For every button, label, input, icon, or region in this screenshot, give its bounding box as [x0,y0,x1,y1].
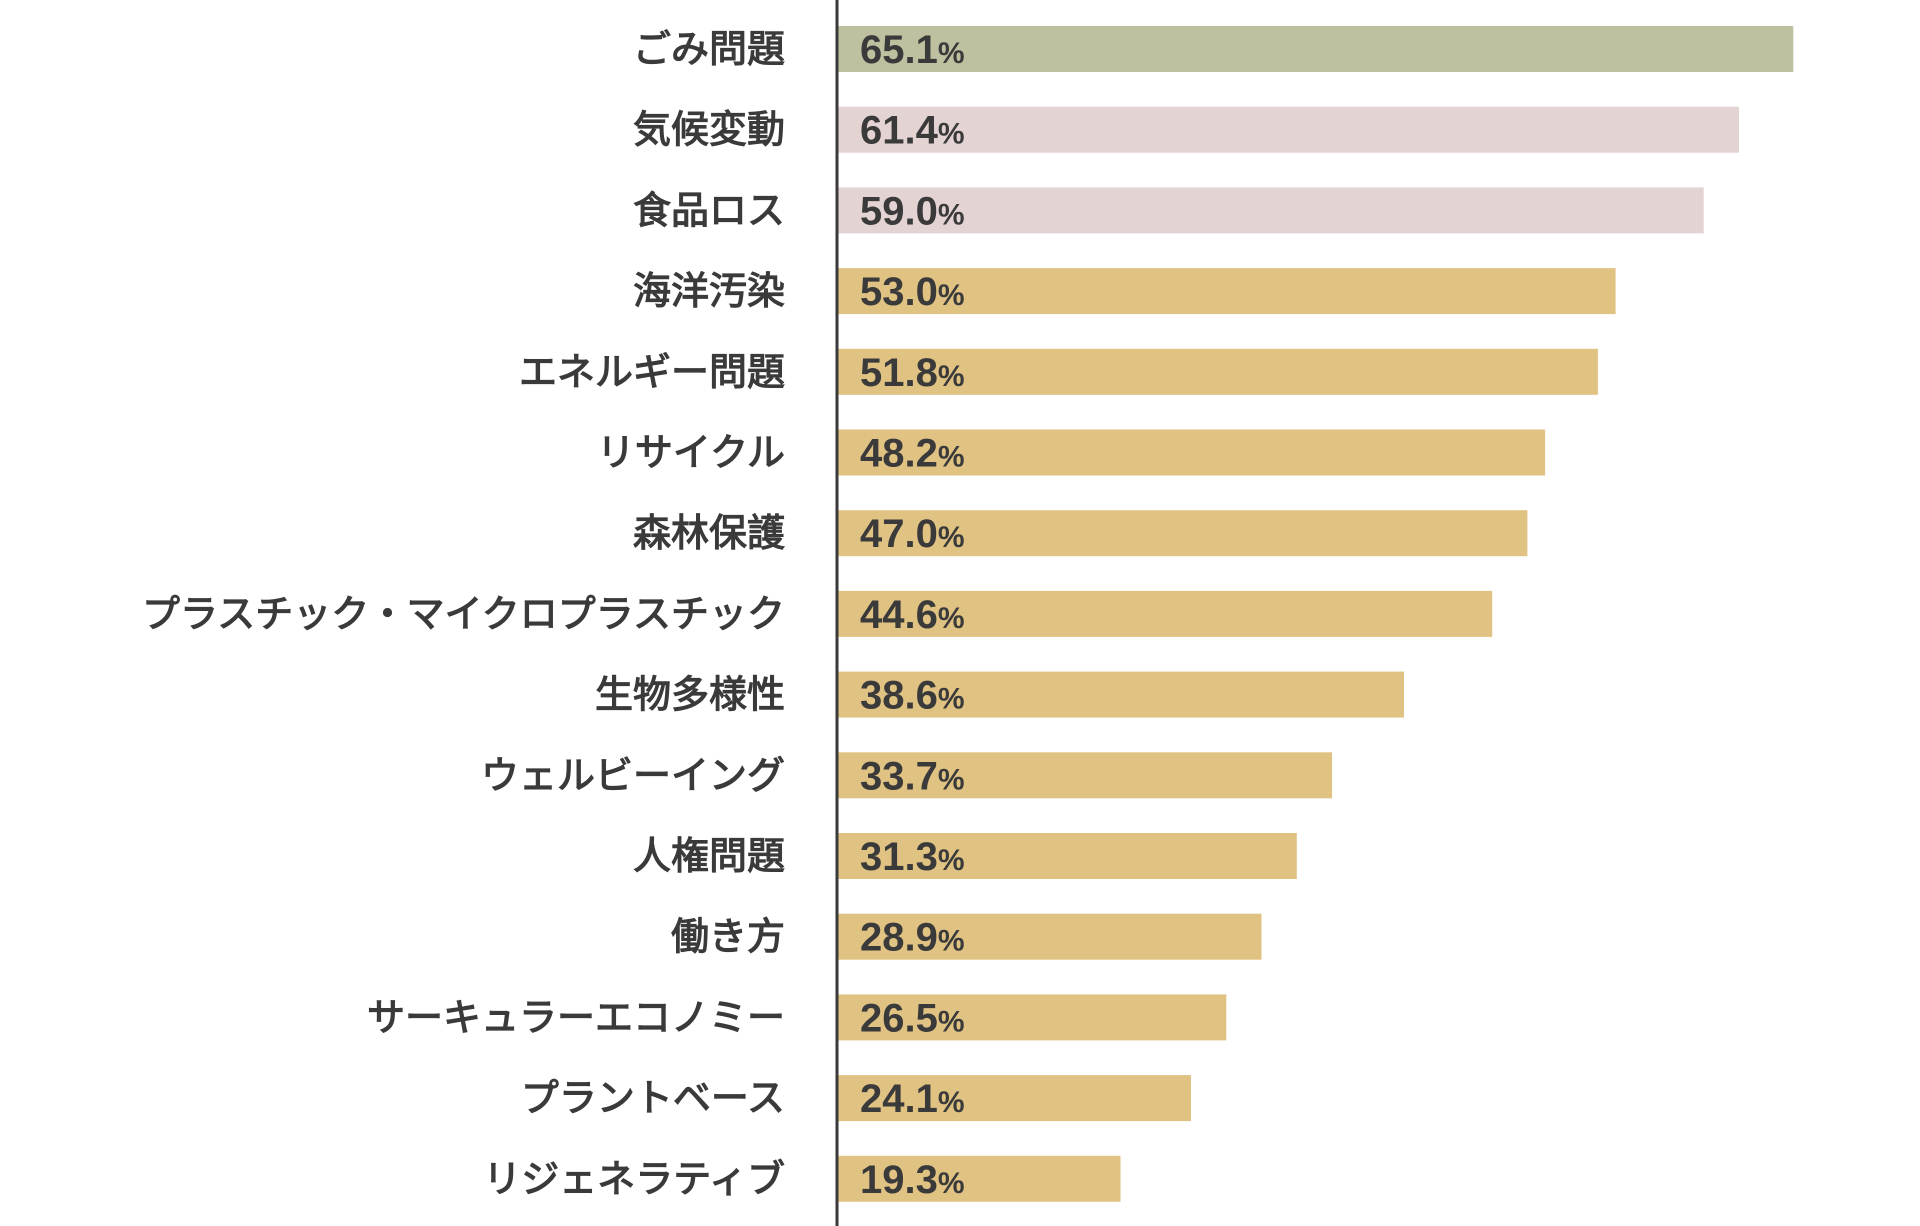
value-unit: % [938,1167,965,1200]
value-label: 38.6% [860,674,965,718]
value-label: 61.4% [860,109,965,153]
bar [837,994,1227,1041]
bar [837,590,1493,637]
value-number: 33.7 [860,754,938,798]
bar [837,348,1598,395]
value-unit: % [938,763,965,796]
value-unit: % [938,925,965,958]
value-number: 51.8 [860,351,938,395]
value-unit: % [938,37,965,70]
bars-group [837,26,1794,1202]
value-unit: % [938,1005,965,1038]
bar [837,1075,1191,1122]
category-label: 働き方 [671,915,785,959]
bar [837,187,1704,234]
category-label: エネルギー問題 [519,350,785,394]
value-number: 65.1 [860,28,938,72]
value-label: 44.6% [860,593,965,637]
bar [837,510,1528,557]
value-number: 26.5 [860,996,938,1040]
value-number: 47.0 [860,512,938,556]
value-number: 31.3 [860,835,938,879]
value-label: 26.5% [860,996,965,1040]
value-label: 59.0% [860,189,965,233]
bar [837,833,1297,879]
value-unit: % [938,118,965,151]
value-number: 24.1 [860,1077,938,1121]
category-label: プラントベース [521,1076,785,1120]
bar [837,913,1262,960]
bar [837,671,1404,718]
bar [837,106,1739,153]
bar [837,1155,1121,1202]
bar [837,26,1794,72]
bar [837,429,1546,476]
value-unit: % [938,360,965,393]
value-label: 48.2% [860,432,965,476]
value-label: 53.0% [860,270,965,314]
value-number: 44.6 [860,593,938,637]
category-label: 生物多様性 [595,673,785,717]
value-label: 24.1% [860,1077,965,1121]
category-label: サーキュラーエコノミー [367,995,785,1039]
value-number: 61.4 [860,109,939,153]
category-label: 森林保護 [633,511,786,555]
category-label: ごみ問題 [633,27,785,71]
value-labels-group: 65.1%61.4%59.0%53.0%51.8%48.2%47.0%44.6%… [860,28,965,1202]
value-unit: % [938,521,965,554]
value-label: 19.3% [860,1158,965,1202]
category-label: 食品ロス [633,188,785,232]
value-unit: % [938,198,965,231]
value-label: 65.1% [860,28,965,72]
category-label: プラスチック・マイクロプラスチック [142,592,785,636]
value-label: 51.8% [860,351,965,395]
bar [837,752,1333,799]
value-unit: % [938,602,965,635]
value-unit: % [938,844,965,877]
value-number: 48.2 [860,432,938,476]
value-number: 38.6 [860,674,938,718]
value-unit: % [938,683,965,716]
value-number: 59.0 [860,189,938,233]
value-number: 19.3 [860,1158,938,1202]
category-label: リサイクル [597,431,785,475]
value-number: 53.0 [860,270,938,314]
value-label: 33.7% [860,754,965,798]
value-unit: % [938,1086,965,1119]
value-unit: % [938,279,965,312]
value-number: 28.9 [860,916,938,960]
category-label: 海洋汚染 [633,269,785,313]
value-label: 28.9% [860,916,965,960]
value-label: 31.3% [860,835,965,879]
category-labels-group: ごみ問題気候変動食品ロス海洋汚染エネルギー問題リサイクル森林保護プラスチック・マ… [142,27,786,1201]
category-label: 気候変動 [633,108,785,152]
value-label: 47.0% [860,512,965,556]
category-label: 人権問題 [633,834,785,878]
category-label: ウェルビーイング [481,753,785,797]
category-label: リジェネラティブ [483,1157,785,1201]
bar [837,268,1616,315]
value-unit: % [938,441,965,474]
